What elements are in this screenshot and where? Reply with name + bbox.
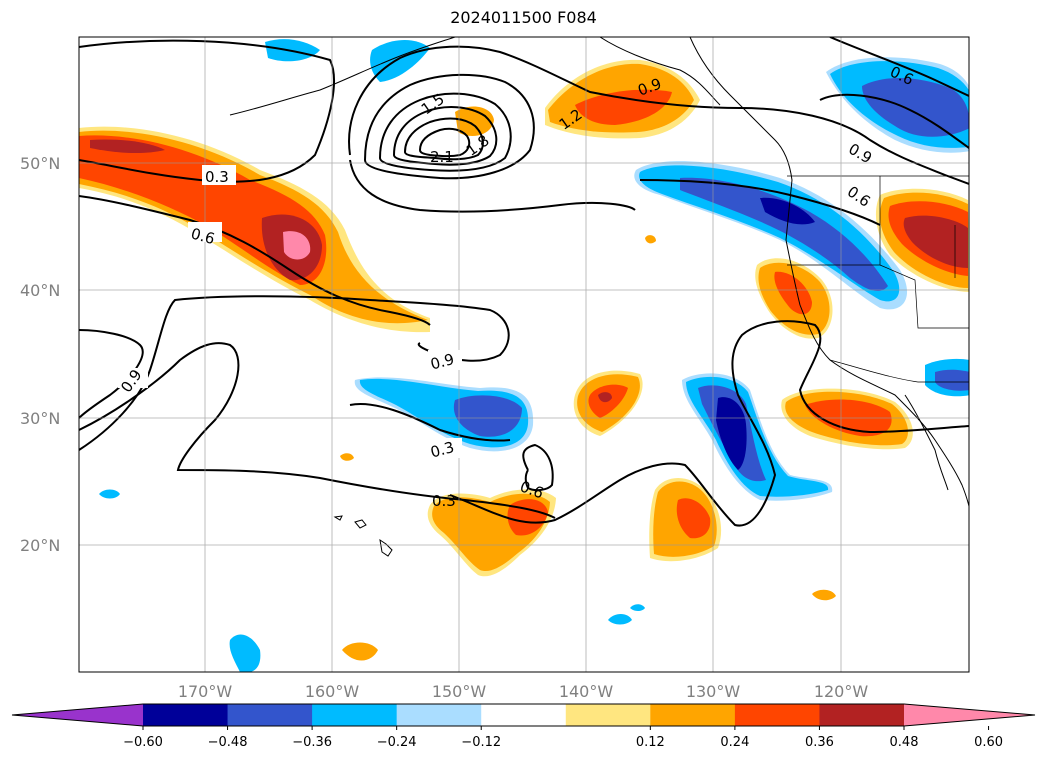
map-title: 2024011500 F084 (450, 8, 597, 27)
lat-label-30n: 30°N (20, 409, 60, 428)
colorbar-bin (227, 704, 313, 726)
colorbar-bin (481, 704, 567, 726)
colorbar-tick-label: −0.60 (123, 735, 163, 750)
coastlines (229, 37, 969, 557)
lon-label-170w: 170°W (178, 682, 233, 701)
colorbar-bin (143, 704, 229, 726)
lon-label-140w: 140°W (559, 682, 614, 701)
colorbar-extend-low (12, 704, 143, 726)
colorbar: −0.60 −0.48 −0.36 −0.24 −0.12 0.12 0.24 0.36 0.4… (11, 703, 1036, 750)
latitude-labels: 50°N 40°N 30°N 20°N (20, 154, 60, 555)
colorbar-tick-label: −0.24 (377, 735, 417, 750)
contours (79, 37, 969, 527)
contour-label: 2.1 (430, 148, 454, 166)
map-frame-bg (79, 37, 969, 672)
warm-anomaly-westband (79, 126, 430, 333)
cold-anomaly-subtropical (354, 377, 534, 452)
colorbar-bin (312, 704, 398, 726)
cold-anomaly-ne-pacific (634, 161, 908, 310)
cold-anomaly-socal (925, 358, 969, 397)
lon-label-130w: 130°W (686, 682, 741, 701)
lon-label-120w: 120°W (814, 682, 869, 701)
cold-anomaly-speck-2 (99, 489, 120, 499)
lon-label-150w: 150°W (432, 682, 487, 701)
warm-anomaly-hawaii (427, 489, 556, 577)
contour-label: 0.9 (428, 350, 456, 374)
warm-anomaly-central-pacific (573, 370, 643, 436)
contour-label: 0.6 (189, 224, 217, 248)
warm-anomaly-speck-4 (645, 235, 656, 244)
colorbar-tick-label: 0.48 (890, 735, 919, 750)
colorbar-tick-label: −0.48 (208, 735, 248, 750)
warm-anomaly-california (755, 258, 833, 339)
contour-label: 0.3 (432, 492, 456, 510)
colorbar-tick-label: 0.12 (636, 735, 665, 750)
cold-anomaly-offshore (682, 373, 833, 501)
cold-anomaly-speck-3 (608, 614, 632, 625)
colorbar-tick-label: −0.36 (292, 735, 332, 750)
colorbar-tick-label: 0.36 (805, 735, 834, 750)
cold-anomaly-speck-1 (229, 634, 261, 672)
colorbar-tick-label: 0.60 (974, 735, 1003, 750)
colorbar-bin (565, 704, 651, 726)
lat-label-50n: 50°N (20, 154, 60, 173)
colorbar-tick-label: −0.12 (461, 735, 501, 750)
gridlines (79, 37, 969, 672)
longitude-labels: 170°W 160°W 150°W 140°W 130°W 120°W (178, 682, 869, 701)
colorbar-bin (396, 704, 482, 726)
cold-anomaly-speck-4 (630, 604, 645, 611)
lon-label-160w: 160°W (305, 682, 360, 701)
warm-anomaly-speck-1 (342, 642, 378, 661)
warm-anomaly-east-hawaii (649, 478, 722, 562)
colorbar-bin (734, 704, 820, 726)
warm-anomaly-speck-2 (812, 589, 836, 601)
lat-label-20n: 20°N (20, 536, 60, 555)
contour-label: 0.3 (428, 438, 456, 462)
warm-anomaly-small-north (455, 106, 494, 136)
warm-anomaly-us-west (875, 188, 969, 292)
colorbar-extend-high (904, 704, 1035, 726)
lat-label-40n: 40°N (20, 281, 60, 300)
colorbar-tick-label: 0.24 (720, 735, 749, 750)
colorbar-bin (819, 704, 905, 726)
contour-label: 0.3 (205, 168, 229, 186)
map-frame (78, 36, 970, 673)
colorbar-bin (650, 704, 736, 726)
warm-anomaly-speck-3 (340, 453, 354, 461)
